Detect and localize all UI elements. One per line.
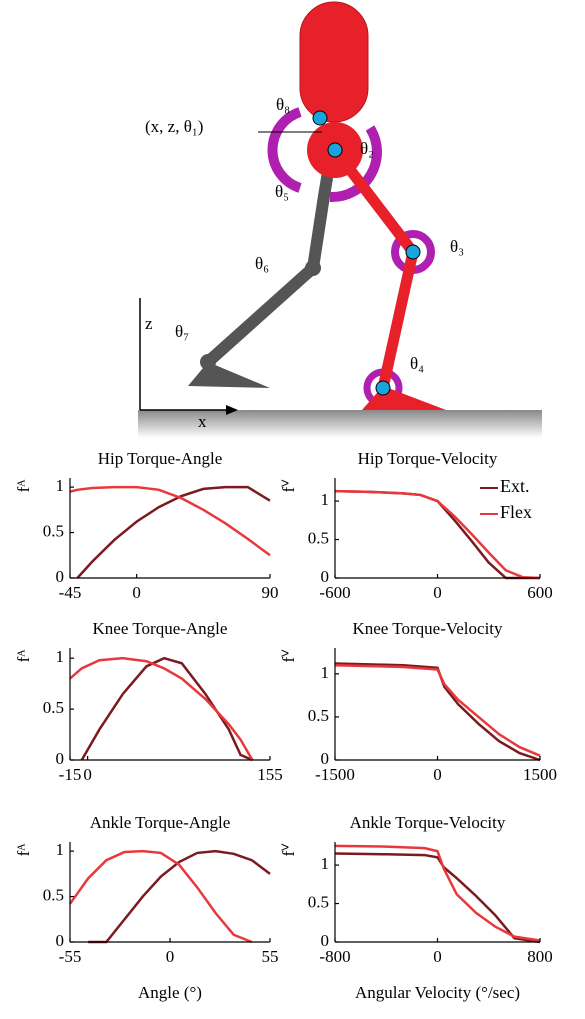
- chart-title: Hip Torque-Angle: [98, 449, 223, 468]
- hip-spring: [267, 107, 302, 193]
- x-tick-label: 0: [433, 765, 442, 784]
- x-tick-label: 0: [433, 947, 442, 966]
- data-line: [334, 662, 541, 762]
- y-axis-label: fⱽ: [279, 843, 298, 857]
- data-line: [68, 849, 253, 944]
- label: θ₃: [450, 237, 464, 256]
- y-tick-label: 1: [56, 476, 65, 495]
- left-foot: [188, 362, 270, 388]
- y-tick-label: 0.5: [308, 892, 329, 911]
- y-tick-label: 1: [321, 663, 330, 682]
- left-leg: [203, 159, 336, 367]
- legend-label: Ext.: [500, 476, 530, 496]
- leg-diagram: (x, z, θ₁) θ₂ θ₃ θ₄ θ₅ θ₆ θ₇ θ₈ z x: [138, 1, 542, 438]
- hip-spring: [329, 125, 382, 203]
- y-tick-label: 0: [56, 931, 65, 950]
- y-axis-label: fᴬ: [14, 649, 33, 663]
- x-tick-label: -800: [319, 947, 350, 966]
- x-tick-label: 0: [166, 947, 175, 966]
- data-line: [334, 489, 541, 580]
- x-tick-label: 1500: [523, 765, 557, 784]
- joint: [312, 110, 328, 126]
- y-tick-label: 0: [321, 931, 330, 950]
- label: θ₂: [360, 139, 374, 158]
- data-line: [76, 485, 271, 579]
- x-tick-label: -45: [59, 583, 82, 602]
- label: θ₅: [275, 182, 289, 201]
- torso: [299, 1, 369, 123]
- chart-title: Knee Torque-Angle: [93, 619, 228, 638]
- data-line: [69, 485, 271, 557]
- y-tick-label: 0: [56, 749, 65, 768]
- y-tick-label: 0.5: [43, 698, 64, 717]
- x-tick-label: -600: [319, 583, 350, 602]
- x-tick-label: -15: [59, 765, 82, 784]
- chart-title: Ankle Torque-Velocity: [350, 813, 506, 832]
- y-tick-label: 0: [321, 749, 330, 768]
- x-tick-label: -1500: [315, 765, 355, 784]
- joint: [327, 142, 343, 158]
- chart-title: Knee Torque-Velocity: [352, 619, 503, 638]
- y-tick-label: 1: [321, 854, 330, 873]
- x-tick-label: 55: [262, 947, 279, 966]
- arrow: [226, 405, 238, 415]
- legend-label: Flex: [500, 502, 532, 522]
- x-tick-label: 155: [257, 765, 283, 784]
- y-tick-label: 0.5: [43, 521, 64, 540]
- x-tick-label: 800: [527, 947, 553, 966]
- y-tick-label: 0.5: [43, 885, 64, 904]
- label: z: [145, 314, 153, 333]
- y-tick-label: 0.5: [308, 528, 329, 547]
- x-tick-label: 0: [83, 765, 92, 784]
- joint: [405, 244, 421, 260]
- y-tick-label: 1: [321, 490, 330, 509]
- y-tick-label: 1: [56, 840, 65, 859]
- joint: [375, 380, 391, 396]
- label: x: [198, 412, 207, 431]
- data-line: [80, 656, 253, 762]
- label: θ₄: [410, 354, 424, 373]
- data-line: [334, 852, 541, 944]
- y-tick-label: 1: [56, 647, 65, 666]
- label: θ₇: [175, 322, 189, 341]
- x-tick-label: 0: [132, 583, 141, 602]
- y-axis-label: fᴬ: [14, 479, 33, 493]
- data-line: [69, 656, 254, 761]
- label: θ₆: [255, 254, 269, 273]
- y-tick-label: 0: [321, 567, 330, 586]
- data-line: [88, 849, 271, 944]
- label: (x, z, θ₁): [145, 117, 203, 136]
- x-axis-label: Angle (°): [138, 983, 202, 1002]
- x-tick-label: 600: [527, 583, 553, 602]
- label: θ₈: [276, 95, 290, 114]
- ground: [138, 410, 542, 438]
- x-tick-label: 0: [433, 583, 442, 602]
- joint: [305, 260, 321, 276]
- y-axis-label: fᴬ: [14, 843, 33, 857]
- y-axis-label: fⱽ: [279, 649, 298, 663]
- data-line: [334, 663, 541, 757]
- x-tick-label: 90: [262, 583, 279, 602]
- y-tick-label: 0.5: [308, 706, 329, 725]
- right-foot: [362, 386, 446, 410]
- x-axis-label: Angular Velocity (°/sec): [355, 983, 520, 1002]
- chart-title: Hip Torque-Velocity: [358, 449, 498, 468]
- chart-title: Ankle Torque-Angle: [90, 813, 231, 832]
- x-tick-label: -55: [59, 947, 82, 966]
- y-axis-label: fⱽ: [279, 479, 298, 493]
- y-tick-label: 0: [56, 567, 65, 586]
- data-line: [334, 844, 541, 942]
